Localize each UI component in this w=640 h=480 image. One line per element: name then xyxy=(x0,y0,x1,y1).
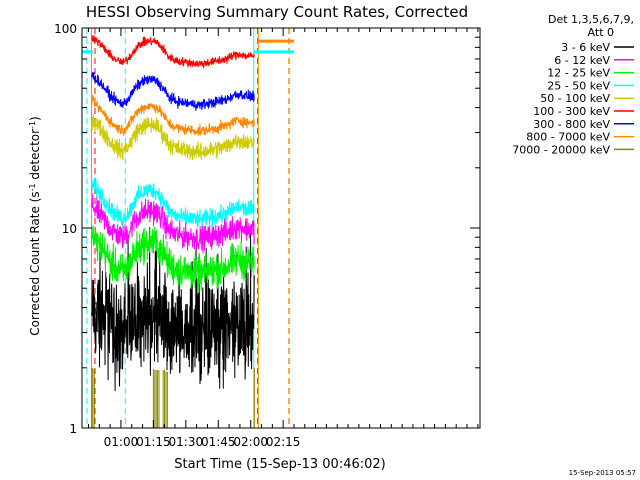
legend-label: 800 - 7000 keV xyxy=(526,131,610,144)
x-axis-label: Start Time (15-Sep-13 00:46:02) xyxy=(174,457,385,472)
x-tick-label: 01:45 xyxy=(201,435,236,449)
series-trace-7 xyxy=(91,94,255,137)
legend-label: 3 - 6 keV xyxy=(561,41,610,54)
series-trace-4 xyxy=(91,113,255,161)
x-tick-label: 01:30 xyxy=(169,435,204,449)
legend-label: 50 - 100 keV xyxy=(540,92,610,105)
legend-label: 25 - 50 keV xyxy=(547,79,610,92)
series-trace-2 xyxy=(91,225,255,293)
data-traces xyxy=(82,28,294,428)
x-tick-label: 01:00 xyxy=(104,435,139,449)
series-trace-0 xyxy=(91,227,255,392)
y-tick-label: 1 xyxy=(69,422,77,436)
legend-header-line-1: Det 1,3,5,6,7,9, xyxy=(548,13,634,26)
y-axis-label: Corrected Count Rate (s-1 detector-1) xyxy=(28,116,42,335)
series-trace-8 xyxy=(91,367,255,428)
x-tick-label: 02:00 xyxy=(233,435,268,449)
series-trace-1 xyxy=(91,193,255,254)
series-trace-3 xyxy=(91,177,255,228)
legend-label: 6 - 12 keV xyxy=(554,54,610,67)
y-tick-label: 10 xyxy=(62,222,77,236)
series-trace-5 xyxy=(91,34,255,69)
legend-label: 300 - 800 keV xyxy=(533,118,610,131)
x-tick-label: 02:15 xyxy=(266,435,301,449)
legend-label: 7000 - 20000 keV xyxy=(512,143,610,156)
timestamp: 15-Sep-2013 05:57 xyxy=(569,469,636,477)
series-trace-6 xyxy=(91,71,255,111)
x-tick-label: 01:15 xyxy=(136,435,171,449)
y-tick-label: 100 xyxy=(54,22,77,36)
legend-label: 12 - 25 keV xyxy=(547,67,610,80)
legend-header-line-2: Att 0 xyxy=(588,26,614,39)
legend-label: 100 - 300 keV xyxy=(533,105,610,118)
chart-title: HESSI Observing Summary Count Rates, Cor… xyxy=(86,3,468,21)
